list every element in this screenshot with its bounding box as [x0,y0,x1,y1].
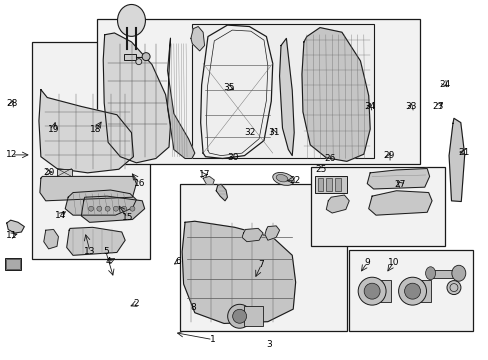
Text: 6: 6 [175,257,180,266]
Text: 12: 12 [6,150,17,159]
Polygon shape [368,191,431,215]
Text: 18: 18 [90,125,102,134]
Text: 31: 31 [267,128,279,137]
Polygon shape [264,226,279,240]
Text: 22: 22 [288,176,300,185]
Text: 9: 9 [364,258,369,267]
Text: 30: 30 [226,153,238,162]
Text: 27: 27 [394,180,405,189]
Circle shape [398,277,426,305]
Bar [408,280,430,302]
Bar [5,258,21,270]
Text: 5: 5 [102,247,108,256]
Circle shape [88,206,93,211]
Text: 16: 16 [134,179,145,188]
Polygon shape [203,176,214,184]
Circle shape [97,206,102,211]
Polygon shape [167,39,194,158]
Polygon shape [242,228,263,242]
Polygon shape [190,27,204,51]
Polygon shape [81,196,144,222]
Bar [243,306,263,326]
Bar [57,168,71,176]
Text: 3: 3 [265,341,271,350]
Text: 23: 23 [432,102,443,111]
Ellipse shape [272,172,294,185]
Text: 7: 7 [258,260,264,269]
Bar [317,178,323,191]
Text: 14: 14 [55,211,66,220]
Circle shape [227,304,251,328]
Text: 34: 34 [363,102,375,111]
Text: 10: 10 [387,258,399,267]
Text: 17: 17 [199,170,210,179]
Text: 8: 8 [190,303,196,312]
Text: 2: 2 [133,299,139,308]
Bar [180,184,346,330]
Circle shape [142,53,150,60]
Text: 21: 21 [457,148,468,157]
Text: 19: 19 [48,125,59,134]
Text: 24: 24 [439,80,450,89]
Ellipse shape [276,175,287,182]
Ellipse shape [425,267,435,280]
Circle shape [404,283,420,299]
Bar [97,19,419,164]
Bar [310,167,444,246]
Text: 33: 33 [405,102,416,111]
Circle shape [364,283,379,299]
Text: 35: 35 [223,83,234,92]
Polygon shape [66,227,125,255]
Circle shape [122,206,126,211]
Text: 20: 20 [43,168,54,177]
Circle shape [113,206,118,211]
Text: 13: 13 [84,247,96,256]
Text: 32: 32 [244,128,256,137]
Text: 28: 28 [6,99,17,108]
Text: 1: 1 [209,335,215,344]
Bar [192,24,373,158]
Polygon shape [216,184,227,201]
Text: 4: 4 [105,257,111,266]
Text: 11: 11 [6,231,18,240]
Polygon shape [39,90,133,173]
Circle shape [105,206,110,211]
Circle shape [130,206,135,211]
Bar [325,178,331,191]
Bar [430,270,458,278]
Bar [348,250,472,330]
Ellipse shape [117,4,145,36]
Bar [368,280,390,302]
Ellipse shape [451,265,465,281]
Polygon shape [448,118,464,202]
Bar [314,176,346,193]
Circle shape [446,280,460,294]
Text: 25: 25 [315,166,326,175]
Polygon shape [182,221,295,323]
Polygon shape [366,168,429,189]
Polygon shape [279,39,294,156]
Circle shape [136,59,142,65]
Polygon shape [325,195,348,213]
Polygon shape [7,220,24,233]
Text: 15: 15 [122,213,133,222]
Bar [32,42,149,259]
Circle shape [232,309,246,323]
Polygon shape [65,190,136,215]
Bar [124,54,136,60]
Polygon shape [44,229,58,249]
Polygon shape [103,33,170,163]
Bar [6,259,20,269]
Bar [334,178,340,191]
Text: 29: 29 [383,151,394,160]
Text: 26: 26 [324,154,335,163]
Circle shape [357,277,386,305]
Polygon shape [40,176,136,201]
Polygon shape [302,28,369,161]
